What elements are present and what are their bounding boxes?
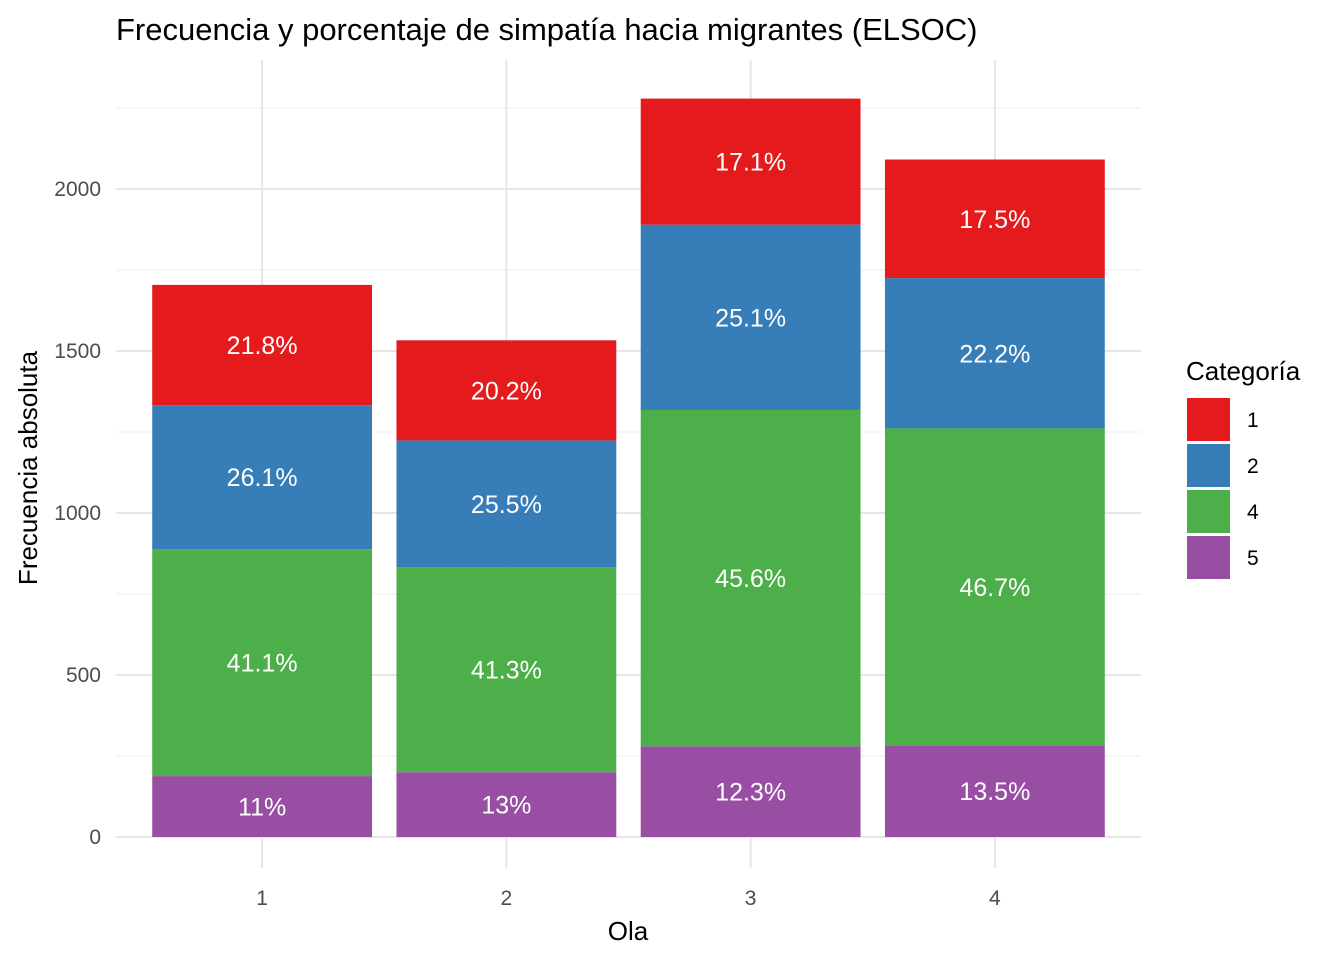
bar-segment-ola-3-cat-2 (640, 224, 861, 410)
legend-label-5: 5 (1247, 547, 1259, 570)
data-label-ola-4-cat-2: 22.2% (959, 340, 1030, 368)
data-label-ola-2-cat-2: 25.5% (471, 491, 542, 519)
data-label-ola-4-cat-1: 17.5% (959, 206, 1030, 234)
legend-items: 1 2 4 5 (1187, 398, 1259, 579)
legend-title: Categoría (1186, 356, 1301, 386)
data-label-ola-1-cat-2: 26.1% (227, 464, 298, 492)
legend-label-4: 4 (1247, 501, 1259, 524)
chart-title: Frecuencia y porcentaje de simpatía haci… (116, 12, 978, 47)
y-tick-label: 0 (89, 826, 101, 849)
legend-swatch-1 (1187, 398, 1230, 441)
bar-segment-ola-3-cat-5 (640, 746, 861, 837)
bars (152, 98, 1105, 837)
legend-swatch-2 (1187, 444, 1230, 487)
bar-segment-ola-3-cat-4 (640, 409, 861, 747)
x-tick-label: 3 (745, 887, 757, 910)
bar-segment-ola-2-cat-4 (396, 567, 617, 773)
y-tick-label: 500 (66, 664, 101, 687)
bar-segment-ola-1-cat-5 (152, 776, 373, 837)
data-label-ola-2-cat-1: 20.2% (471, 377, 542, 405)
bar-segment-ola-3-cat-1 (640, 98, 861, 225)
data-label-ola-2-cat-5: 13% (481, 792, 531, 820)
bar-segment-ola-4-cat-1 (884, 159, 1105, 279)
legend-swatch-4 (1187, 490, 1230, 533)
x-tick-label: 1 (256, 887, 268, 910)
data-label-ola-3-cat-2: 25.1% (715, 304, 786, 332)
bar-segment-ola-4-cat-2 (884, 278, 1105, 429)
data-label-ola-3-cat-5: 12.3% (715, 779, 786, 807)
data-label-ola-1-cat-4: 41.1% (227, 650, 298, 678)
bar-labels: 11% 41.1% 26.1% 21.8% 13% 41.3% 25.5% 20.2% 12.3… (227, 149, 1031, 822)
data-label-ola-4-cat-5: 13.5% (959, 778, 1030, 806)
data-label-ola-1-cat-1: 21.8% (227, 332, 298, 360)
x-axis-ticks: 1 2 3 4 (256, 887, 1001, 910)
bar-segment-ola-4-cat-5 (884, 745, 1105, 837)
y-axis-ticks: 0 500 1000 1500 2000 (54, 178, 101, 849)
bar-segment-ola-1-cat-4 (152, 549, 373, 777)
bar-segment-ola-4-cat-4 (884, 428, 1105, 746)
y-tick-label: 1500 (54, 340, 101, 363)
legend-label-1: 1 (1247, 409, 1259, 432)
y-tick-label: 2000 (54, 178, 101, 201)
legend-label-2: 2 (1247, 455, 1259, 478)
x-tick-label: 4 (989, 887, 1001, 910)
bar-segment-ola-2-cat-5 (396, 772, 617, 837)
data-label-ola-3-cat-4: 45.6% (715, 565, 786, 593)
bar-segment-ola-1-cat-2 (152, 405, 373, 550)
legend: Categoría 1 2 4 5 (1186, 356, 1301, 579)
y-tick-label: 1000 (54, 502, 101, 525)
bar-segment-ola-1-cat-1 (152, 284, 373, 406)
data-label-ola-2-cat-4: 41.3% (471, 657, 542, 685)
legend-swatch-5 (1187, 536, 1230, 579)
x-axis-label: Ola (608, 916, 649, 946)
y-axis-label: Frecuencia absoluta (13, 350, 43, 585)
bar-segment-ola-2-cat-1 (396, 340, 617, 441)
data-label-ola-4-cat-4: 46.7% (959, 574, 1030, 602)
x-tick-label: 2 (501, 887, 513, 910)
data-label-ola-3-cat-1: 17.1% (715, 149, 786, 177)
bar-segment-ola-2-cat-2 (396, 440, 617, 568)
data-label-ola-1-cat-5: 11% (238, 794, 286, 822)
